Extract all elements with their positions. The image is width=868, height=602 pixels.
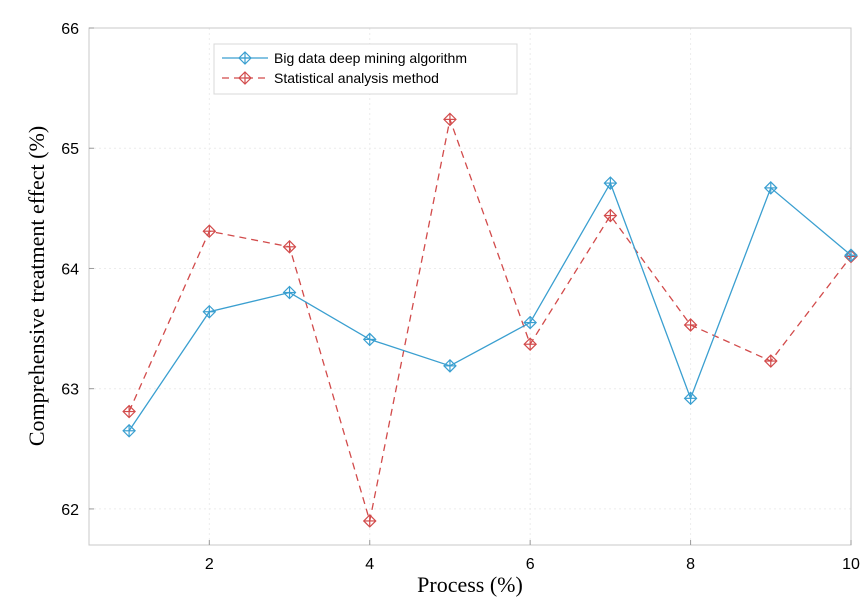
legend-item: Statistical analysis method xyxy=(222,70,439,86)
y-tick-label: 66 xyxy=(61,21,79,38)
data-point xyxy=(683,318,698,332)
data-point xyxy=(122,404,136,419)
data-point xyxy=(603,176,618,190)
data-point xyxy=(683,391,698,406)
data-point xyxy=(523,337,538,352)
legend: Big data deep mining algorithm Statistica… xyxy=(213,43,518,95)
y-tick-label: 62 xyxy=(61,502,79,519)
legend-marker xyxy=(238,51,252,65)
data-point xyxy=(844,248,858,263)
plot-frame xyxy=(88,27,852,546)
legend-marker xyxy=(238,71,252,85)
y-tick-label: 64 xyxy=(61,261,79,278)
data-point xyxy=(282,239,297,254)
y-tick-label: 65 xyxy=(61,141,79,158)
x-tick-label: 4 xyxy=(365,556,374,573)
data-point xyxy=(282,285,297,300)
x-tick-label: 8 xyxy=(686,556,695,573)
data-point xyxy=(443,359,457,373)
y-axis-title: Comprehensive treatment effect (%) xyxy=(24,126,49,446)
data-point xyxy=(523,315,538,330)
x-tick-label: 6 xyxy=(526,556,535,573)
series-line xyxy=(128,181,852,432)
data-point xyxy=(362,514,377,528)
data-point xyxy=(122,423,136,438)
series-line xyxy=(128,116,852,522)
y-tick-label: 63 xyxy=(61,382,79,399)
data-point xyxy=(603,208,618,223)
series-layer xyxy=(122,112,858,528)
ticks: 62 63 64 65 66 2 4 6 8 10 xyxy=(61,21,860,573)
x-tick-label: 2 xyxy=(205,556,214,573)
series-big-data xyxy=(122,176,858,438)
plot-background xyxy=(89,28,851,545)
data-point xyxy=(763,354,778,368)
legend-label: Statistical analysis method xyxy=(274,70,439,86)
data-point xyxy=(202,304,217,319)
legend-box xyxy=(213,43,518,95)
data-point xyxy=(202,224,217,239)
legend-item: Big data deep mining algorithm xyxy=(222,50,467,66)
data-point xyxy=(443,112,457,127)
x-axis-title: Process (%) xyxy=(417,572,523,597)
x-tick-label: 10 xyxy=(842,556,860,573)
data-point xyxy=(362,332,377,347)
legend-label: Big data deep mining algorithm xyxy=(274,50,467,66)
data-point xyxy=(763,181,778,195)
